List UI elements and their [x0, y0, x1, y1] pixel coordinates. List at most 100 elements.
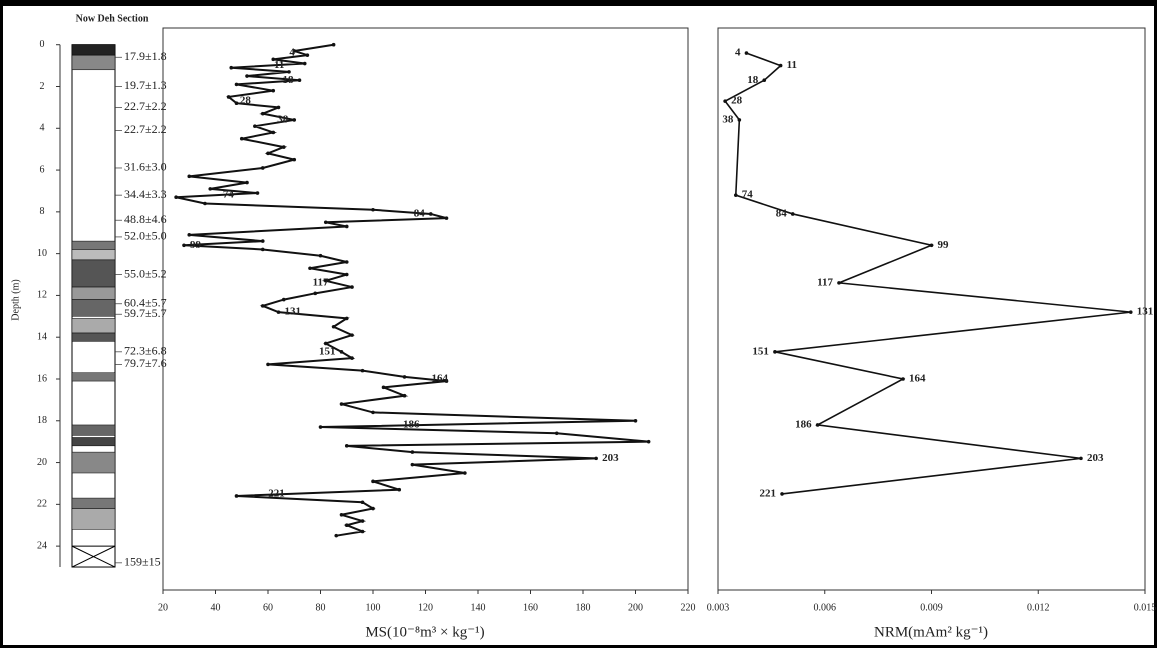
data-point [360, 529, 365, 534]
sample-label: 11 [787, 59, 797, 71]
sample-label: 186 [795, 418, 812, 430]
data-point [260, 247, 265, 252]
data-point [308, 266, 312, 271]
nrm-plot-area [717, 27, 1146, 591]
column-layer [71, 508, 116, 530]
data-line [175, 43, 649, 537]
column-title: Now Deh Section [76, 13, 149, 24]
data-point [402, 375, 407, 379]
data-point [234, 494, 239, 498]
data-point [463, 471, 467, 475]
age-label: 55.0±5.2 [124, 266, 167, 280]
data-point [901, 377, 905, 381]
y-tick-label: 12 [37, 290, 47, 301]
data-point [733, 193, 738, 197]
data-point [780, 492, 784, 496]
age-label: 159±15 [124, 555, 161, 569]
sample-label: 164 [909, 373, 926, 385]
data-point [350, 285, 354, 289]
ms-plot-area [162, 27, 689, 591]
age-label: 48.8±4.6 [124, 212, 167, 226]
age-label: 22.7±2.2 [124, 122, 167, 136]
data-point [773, 350, 777, 354]
sample-label: 28 [240, 95, 252, 107]
x-tick-label: 200 [628, 602, 643, 613]
age-label: 59.7±5.7 [124, 306, 167, 320]
data-point [371, 410, 375, 415]
age-label: 60.4±5.7 [124, 296, 167, 310]
sample-label: 151 [319, 345, 336, 357]
data-point [790, 212, 795, 216]
age-label: 19.7±1.3 [124, 78, 167, 92]
data-point [344, 444, 349, 448]
y-tick-label: 18 [37, 415, 47, 426]
sample-label: 4 [735, 47, 741, 59]
data-point [182, 243, 186, 248]
data-point [271, 57, 276, 62]
data-point [1079, 456, 1083, 461]
column-layer [71, 497, 116, 509]
y-tick-label: 8 [40, 206, 45, 217]
sample-label: 74 [742, 189, 754, 201]
x-tick-label: 0.012 [1027, 602, 1050, 613]
sample-label: 4 [289, 47, 295, 59]
data-point [174, 195, 178, 200]
x-tick-label: 60 [263, 602, 273, 613]
sample-label: 38 [277, 113, 289, 125]
data-point [444, 379, 449, 383]
data-point [276, 310, 281, 314]
data-point [187, 233, 192, 237]
y-tick-label: 2 [40, 81, 45, 92]
data-point [331, 42, 336, 47]
data-point [255, 191, 260, 195]
sample-label: 84 [776, 207, 788, 219]
sample-label: 99 [190, 239, 202, 251]
age-label: 31.6±3.0 [124, 160, 167, 174]
sample-label: 131 [285, 306, 302, 318]
data-point [428, 212, 433, 216]
y-tick-label: 14 [37, 332, 47, 343]
data-point [292, 49, 297, 53]
data-point [339, 402, 344, 406]
data-point [281, 145, 286, 149]
y-tick-label: 10 [37, 248, 47, 259]
data-point [323, 341, 328, 346]
data-point [276, 105, 281, 110]
data-line [723, 52, 1131, 495]
sample-label: 203 [602, 452, 619, 464]
top-bar [0, 0, 1157, 6]
sample-label: 117 [817, 276, 833, 288]
data-point [226, 95, 231, 99]
data-point [323, 278, 328, 283]
x-tick-label: 160 [523, 602, 538, 613]
data-point [334, 533, 339, 538]
data-point [323, 220, 328, 225]
data-point [344, 316, 349, 321]
data-point [260, 239, 265, 243]
data-point [245, 74, 249, 78]
x-tick-label: 20 [158, 602, 168, 613]
y-tick-label: 20 [37, 457, 47, 468]
data-point [594, 456, 598, 461]
sample-label: 221 [268, 487, 285, 499]
x-tick-label: 220 [681, 602, 696, 613]
data-point [302, 61, 307, 66]
data-point [318, 253, 323, 258]
y-tick-label: 24 [37, 540, 47, 551]
data-point [1128, 310, 1133, 314]
data-point [208, 187, 213, 191]
y-tick-label: 16 [37, 373, 47, 384]
data-point [381, 385, 386, 390]
column-cross [71, 545, 116, 568]
sample-label: 131 [1137, 306, 1154, 318]
sample-label: 99 [938, 239, 950, 251]
data-point [271, 88, 276, 93]
age-label: 34.4±3.3 [124, 187, 167, 201]
sample-label: 203 [1087, 452, 1104, 464]
data-point [778, 63, 783, 68]
x-tick-label: 180 [576, 602, 591, 613]
data-point [929, 243, 934, 248]
data-point [266, 151, 270, 156]
